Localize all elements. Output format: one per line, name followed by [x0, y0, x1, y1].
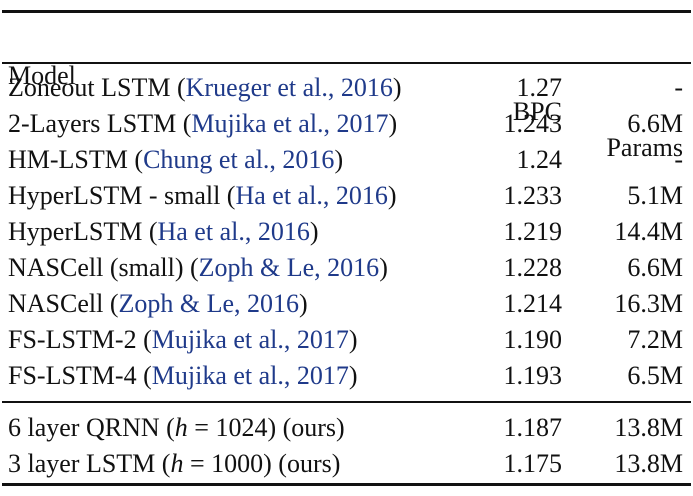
bpc-cell: 1.243	[503, 109, 563, 138]
citation: Chung et al., 2016	[143, 145, 335, 174]
params-cell: 6.5M	[627, 361, 683, 390]
params-cell: 13.8M	[614, 413, 683, 442]
model-text: )	[348, 325, 358, 354]
citation: Mujika et al., 2017	[151, 361, 349, 390]
table-row: HyperLSTM - small (Ha et al., 2016) 1.233…	[0, 178, 693, 214]
model-cell: NASCell (Zoph & Le, 2016)	[8, 286, 308, 322]
citation: Zoph & Le, 2016	[118, 289, 300, 318]
model-cell: FS-LSTM-2 (Mujika et al., 2017)	[8, 322, 358, 358]
mid-rule	[2, 401, 691, 403]
model-text: )	[388, 109, 398, 138]
citation: Mujika et al., 2017	[151, 325, 349, 354]
params-cell: -	[674, 73, 683, 102]
model-text: = 1000) (ours)	[183, 449, 341, 478]
table-row: HyperLSTM (Ha et al., 2016) 1.219 14.4M	[0, 214, 693, 250]
bpc-cell: 1.187	[503, 413, 563, 442]
table-row: 6 layer QRNN (h = 1024) (ours) 1.187 13.8M	[0, 410, 693, 446]
model-cell: 2-Layers LSTM (Mujika et al., 2017)	[8, 106, 397, 142]
model-text: h	[170, 449, 184, 478]
params-cell: 13.8M	[614, 449, 683, 478]
bpc-cell: 1.219	[503, 217, 563, 246]
model-text: NASCell (small) (	[8, 253, 199, 282]
model-text: h	[174, 413, 188, 442]
table-row: NASCell (small) (Zoph & Le, 2016) 1.228 6.…	[0, 250, 693, 286]
model-text: 3 layer LSTM (	[8, 449, 171, 478]
table-row: 2-Layers LSTM (Mujika et al., 2017) 1.243…	[0, 106, 693, 142]
model-text: FS-LSTM-4 (	[8, 361, 152, 390]
citation: Mujika et al., 2017	[191, 109, 389, 138]
table-row: FS-LSTM-4 (Mujika et al., 2017) 1.193 6.5M	[0, 358, 693, 394]
citation: Ha et al., 2016	[157, 217, 310, 246]
params-cell: 16.3M	[614, 289, 683, 318]
bottom-rule	[2, 483, 691, 486]
header-cell: Params	[606, 133, 683, 162]
model-cell: HyperLSTM - small (Ha et al., 2016)	[8, 178, 396, 214]
bpc-cell: 1.214	[503, 289, 563, 318]
bpc-cell: 1.193	[503, 361, 563, 390]
table-row: Zoneout LSTM (Krueger et al., 2016) 1.27 -	[0, 70, 693, 106]
table-row: HM-LSTM (Chung et al., 2016) 1.24 -	[0, 142, 693, 178]
header-cell: Model	[8, 61, 76, 90]
header-cell: BPC	[512, 97, 562, 126]
top-rule	[2, 10, 691, 13]
model-cell: HM-LSTM (Chung et al., 2016)	[8, 142, 343, 178]
model-cell: Zoneout LSTM (Krueger et al., 2016)	[8, 70, 402, 106]
params-cell: 6.6M	[627, 109, 683, 138]
model-text: NASCell (	[8, 289, 119, 318]
model-text: )	[387, 181, 397, 210]
model-cell: FS-LSTM-4 (Mujika et al., 2017)	[8, 358, 358, 394]
model-text: )	[392, 73, 402, 102]
model-text: )	[348, 361, 358, 390]
model-cell: HyperLSTM (Ha et al., 2016)	[8, 214, 319, 250]
header-row: Model BPC Params	[0, 22, 693, 162]
table-row: NASCell (Zoph & Le, 2016) 1.214 16.3M	[0, 286, 693, 322]
model-text: )	[299, 289, 308, 318]
bpc-cell: 1.175	[503, 449, 563, 478]
model-text: Zoneout LSTM (	[8, 73, 186, 102]
model-cell: 3 layer LSTM (h = 1000) (ours)	[8, 446, 340, 482]
table-row: 3 layer LSTM (h = 1000) (ours) 1.175 13.8M	[0, 446, 693, 482]
model-cell: 6 layer QRNN (h = 1024) (ours)	[8, 410, 345, 446]
model-text: = 1024) (ours)	[187, 413, 345, 442]
model-cell: NASCell (small) (Zoph & Le, 2016)	[8, 250, 388, 286]
model-text: )	[309, 217, 319, 246]
bpc-cell: 1.27	[516, 73, 563, 102]
params-cell: -	[674, 145, 683, 174]
model-text: )	[334, 145, 344, 174]
bpc-cell: 1.233	[503, 181, 563, 210]
params-cell: 6.6M	[627, 253, 683, 282]
model-text: )	[379, 253, 388, 282]
table-row: FS-LSTM-2 (Mujika et al., 2017) 1.190 7.2M	[0, 322, 693, 358]
bpc-cell: 1.190	[503, 325, 563, 354]
bpc-cell: 1.24	[516, 145, 563, 174]
model-text: FS-LSTM-2 (	[8, 325, 152, 354]
model-text: HyperLSTM (	[8, 217, 158, 246]
model-text: 2-Layers LSTM (	[8, 109, 192, 138]
citation: Krueger et al., 2016	[185, 73, 393, 102]
citation: Zoph & Le, 2016	[198, 253, 380, 282]
bpc-cell: 1.228	[503, 253, 563, 282]
model-text: HM-LSTM (	[8, 145, 144, 174]
model-text: 6 layer QRNN (	[8, 413, 175, 442]
mid-rule	[2, 62, 691, 64]
params-cell: 5.1M	[627, 181, 683, 210]
params-cell: 14.4M	[614, 217, 683, 246]
params-cell: 7.2M	[627, 325, 683, 354]
citation: Ha et al., 2016	[235, 181, 388, 210]
model-text: HyperLSTM - small (	[8, 181, 236, 210]
